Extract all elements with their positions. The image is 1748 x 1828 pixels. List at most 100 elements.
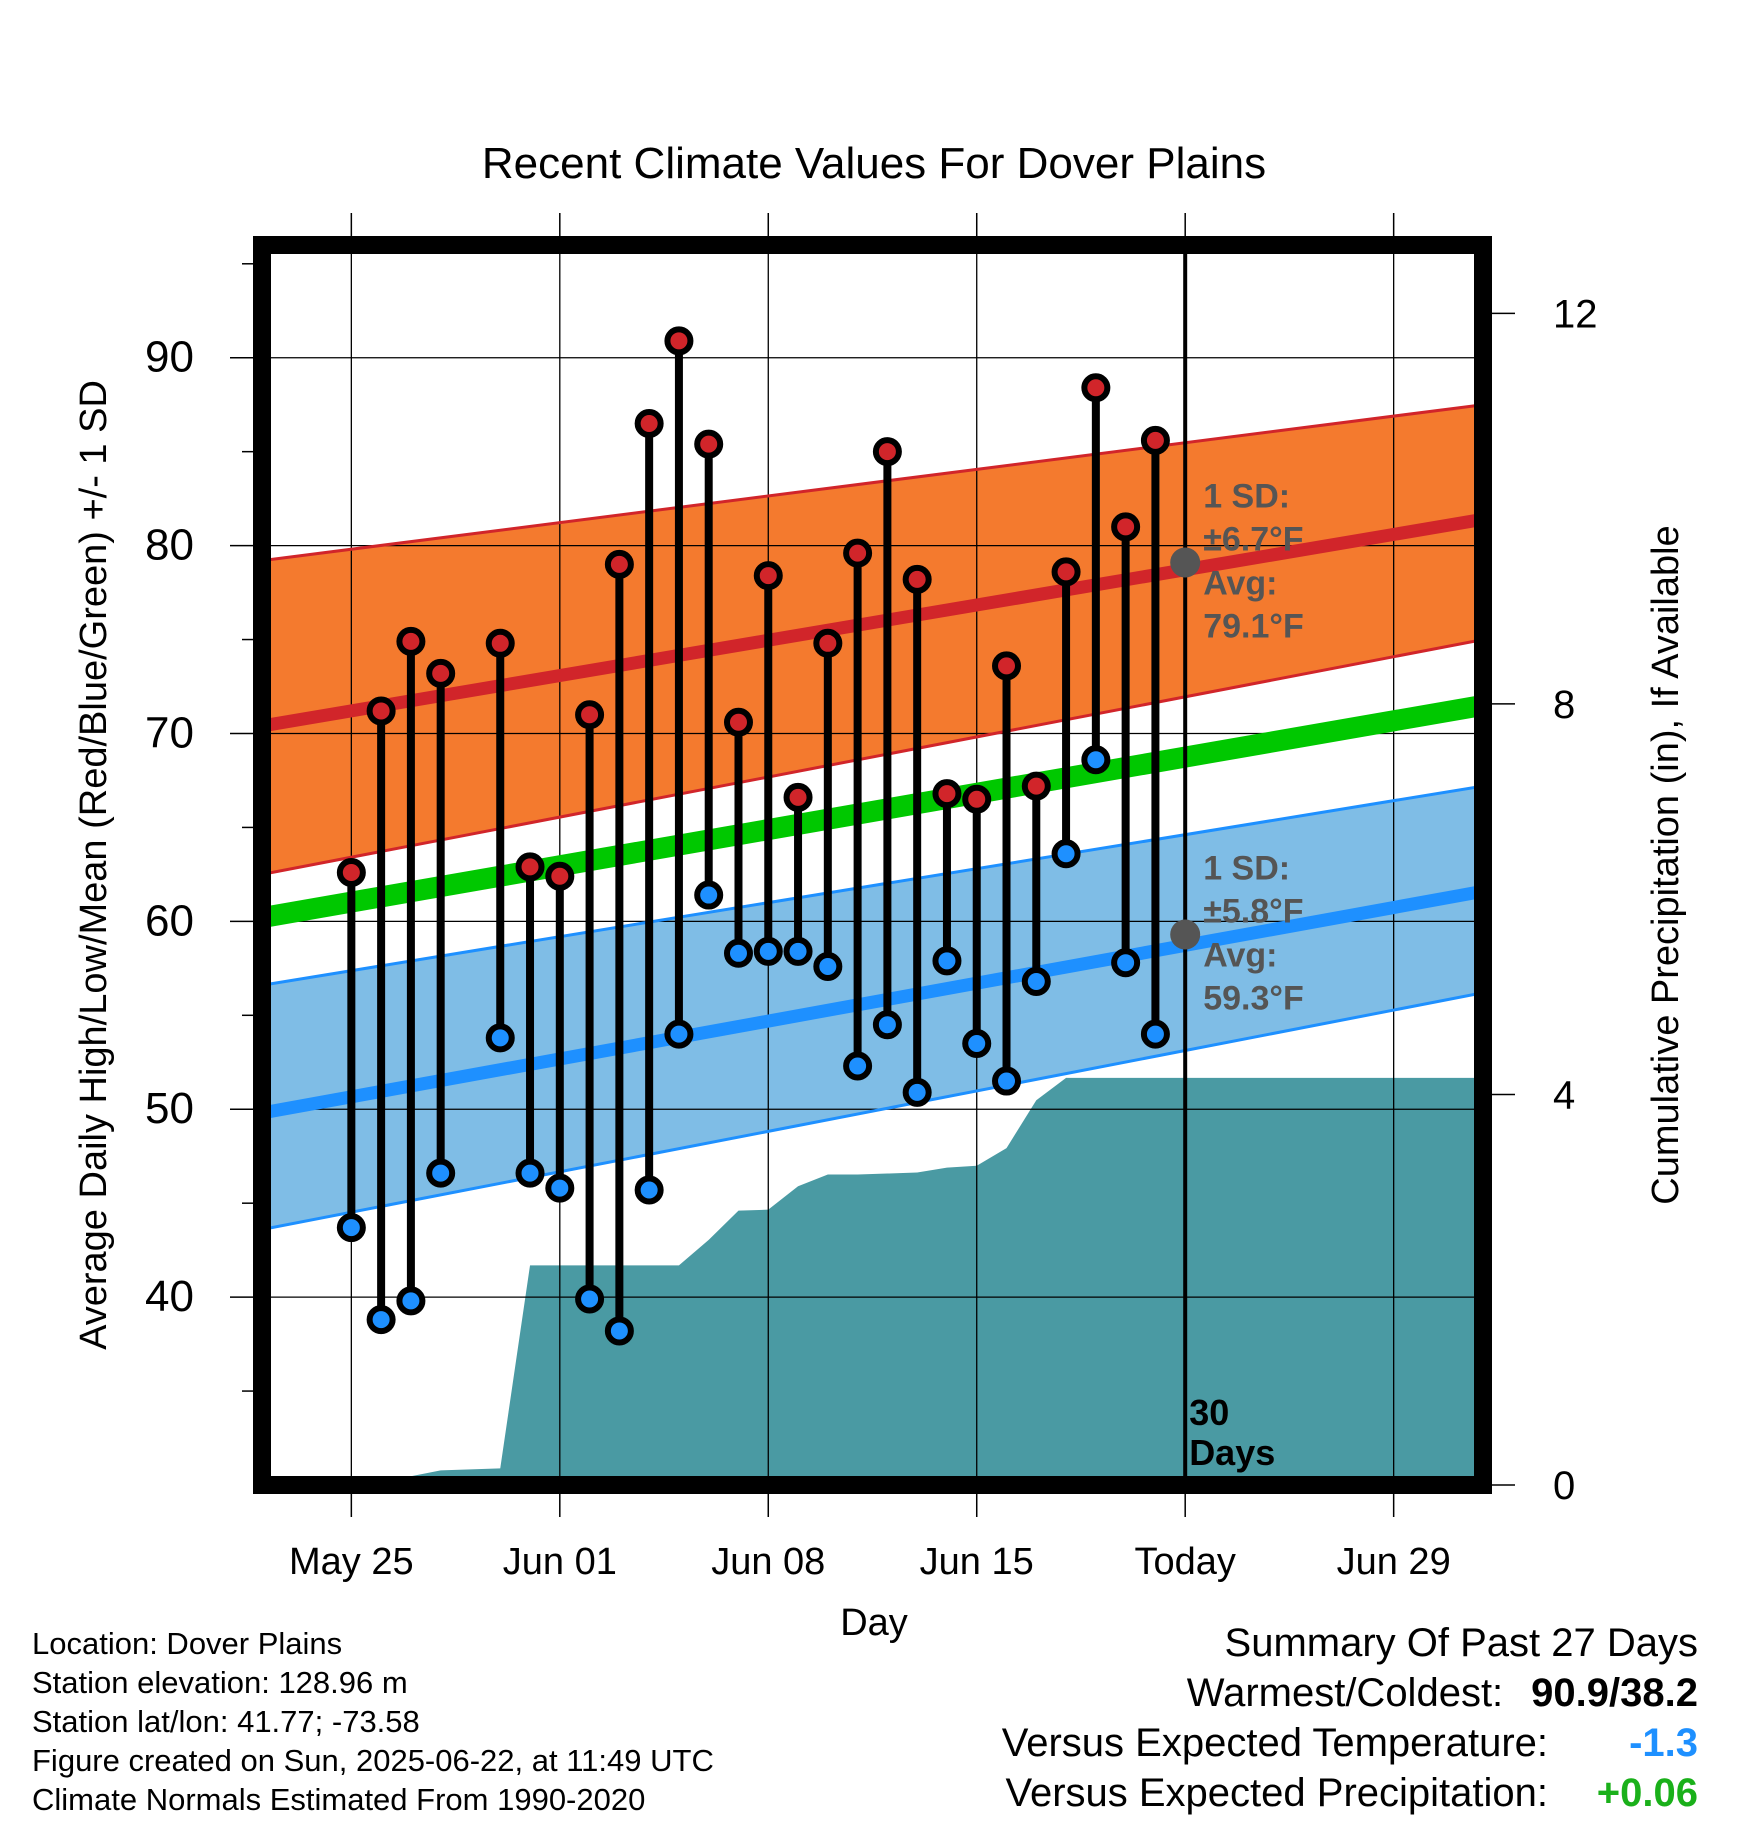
obs-high-point — [694, 429, 724, 459]
obs-high-point — [485, 628, 515, 658]
low-avg-label: Avg: — [1203, 937, 1277, 975]
obs-high-point — [902, 564, 932, 594]
precip-anomaly-value: +0.06 — [1596, 1771, 1698, 1815]
y-tick-label: 80 — [145, 521, 194, 570]
obs-low-point — [426, 1158, 456, 1188]
high-avg-marker — [1170, 547, 1201, 578]
obs-low-point — [545, 1173, 575, 1203]
x-tick-label: Jun 08 — [711, 1541, 825, 1583]
obs-low-point — [604, 1316, 634, 1346]
obs-low-point — [1021, 966, 1051, 996]
obs-low-point — [1111, 948, 1141, 978]
obs-high-point — [1140, 425, 1170, 455]
footer-normals: Climate Normals Estimated From 1990-2020 — [32, 1782, 646, 1817]
obs-high-point — [1051, 557, 1081, 587]
plot-frame — [253, 236, 1492, 1494]
x-axis-title: Day — [840, 1602, 908, 1644]
footer-elevation: Station elevation: 128.96 m — [32, 1665, 408, 1700]
obs-high-point — [604, 549, 634, 579]
plot-area: 1 SD: ±6.7°F Avg: 79.1°F 1 SD: ±5.8°F Avg: 59.3… — [262, 245, 1483, 1485]
x-tick-label: May 25 — [289, 1541, 414, 1583]
obs-low-point — [1051, 839, 1081, 869]
x-tick-label: Jun 29 — [1337, 1541, 1451, 1583]
obs-high-point — [545, 861, 575, 891]
mean-normal-line — [262, 694, 1483, 928]
warm-cold-label: Warmest/Coldest: — [1186, 1671, 1504, 1715]
obs-high-point — [634, 408, 664, 438]
obs-high-point — [932, 779, 962, 809]
summary-title: Summary Of Past 27 Days — [1224, 1621, 1698, 1665]
obs-low-point — [932, 946, 962, 976]
obs-high-point — [992, 651, 1022, 681]
obs-high-point — [515, 852, 545, 882]
summary-panel: Summary Of Past 27 Days Warmest/Coldest:… — [798, 1618, 1698, 1818]
obs-low-point — [753, 936, 783, 966]
obs-low-point — [992, 1066, 1022, 1096]
obs-low-point — [366, 1305, 396, 1335]
y2-axis-title: Cumulative Precipitation (in), If Availa… — [1645, 525, 1687, 1204]
high-sd-label: 1 SD: — [1203, 478, 1290, 516]
obs-low-point — [1081, 745, 1111, 775]
obs-low-point — [1140, 1019, 1170, 1049]
y-tick-label: 60 — [145, 896, 194, 945]
low-avg-value: 59.3°F — [1203, 980, 1304, 1018]
chart-title: Recent Climate Values For Dover Plains — [482, 139, 1266, 188]
x-tick-label: Jun 01 — [503, 1541, 617, 1583]
y-tick-label: 70 — [145, 708, 194, 757]
obs-high-point — [366, 696, 396, 726]
obs-high-point — [962, 784, 992, 814]
x-tick-label: Today — [1134, 1541, 1235, 1583]
y-tick-label: 50 — [145, 1084, 194, 1133]
obs-low-point — [783, 936, 813, 966]
obs-low-point — [336, 1213, 366, 1243]
high-normal-line — [262, 512, 1483, 733]
low-avg-marker — [1170, 919, 1201, 950]
temp-anomaly-value: -1.3 — [1629, 1721, 1698, 1765]
obs-low-point — [694, 880, 724, 910]
precip-area — [262, 1077, 1483, 1485]
high-upper-line — [262, 403, 1483, 563]
obs-high-point — [664, 326, 694, 356]
obs-high-point — [336, 858, 366, 888]
low-lower-line — [262, 991, 1483, 1231]
obs-low-point — [575, 1284, 605, 1314]
obs-low-point — [902, 1077, 932, 1107]
obs-high-point — [753, 561, 783, 591]
obs-high-point — [575, 700, 605, 730]
low-normal-line — [262, 884, 1483, 1120]
obs-high-point — [843, 538, 873, 568]
window-label-unit: Days — [1189, 1432, 1275, 1473]
footer-info: Location: Dover Plains Station elevation… — [32, 1624, 714, 1819]
obs-high-point — [1111, 512, 1141, 542]
obs-high-point — [396, 626, 426, 656]
obs-low-point — [843, 1051, 873, 1081]
temp-anomaly-label: Versus Expected Temperature: — [1001, 1721, 1548, 1765]
obs-high-point — [813, 628, 843, 658]
low-upper-line — [262, 784, 1483, 987]
footer-created: Figure created on Sun, 2025-06-22, at 11… — [32, 1743, 714, 1778]
obs-high-point — [723, 707, 753, 737]
obs-low-point — [664, 1019, 694, 1049]
x-tick-label: Jun 15 — [920, 1541, 1034, 1583]
window-label-number: 30 — [1189, 1392, 1229, 1433]
obs-high-point — [1021, 771, 1051, 801]
y2-tick-label: 8 — [1553, 683, 1575, 727]
high-avg-label: Avg: — [1203, 565, 1277, 603]
low-sd-label: 1 SD: — [1203, 850, 1290, 888]
y2-tick-label: 4 — [1553, 1073, 1575, 1117]
y2-tick-label: 12 — [1553, 292, 1598, 336]
obs-low-point — [515, 1158, 545, 1188]
high-sd-value: ±6.7°F — [1203, 521, 1303, 559]
obs-high-point — [872, 437, 902, 467]
obs-high-point — [783, 782, 813, 812]
precip-anomaly-label: Versus Expected Precipitation: — [1005, 1771, 1548, 1815]
obs-high-point — [426, 658, 456, 688]
high-avg-value: 79.1°F — [1203, 608, 1304, 646]
footer-latlon: Station lat/lon: 41.77; -73.58 — [32, 1704, 420, 1739]
obs-low-point — [485, 1023, 515, 1053]
obs-high-point — [1081, 373, 1111, 403]
plot-content — [262, 245, 1483, 1485]
axes: May 25 Jun 01 Jun 08 Jun 15 Today Jun 2940506… — [145, 213, 1598, 1583]
y-axis-title: Average Daily High/Low/Mean (Red/Blue/Gr… — [73, 380, 115, 1350]
